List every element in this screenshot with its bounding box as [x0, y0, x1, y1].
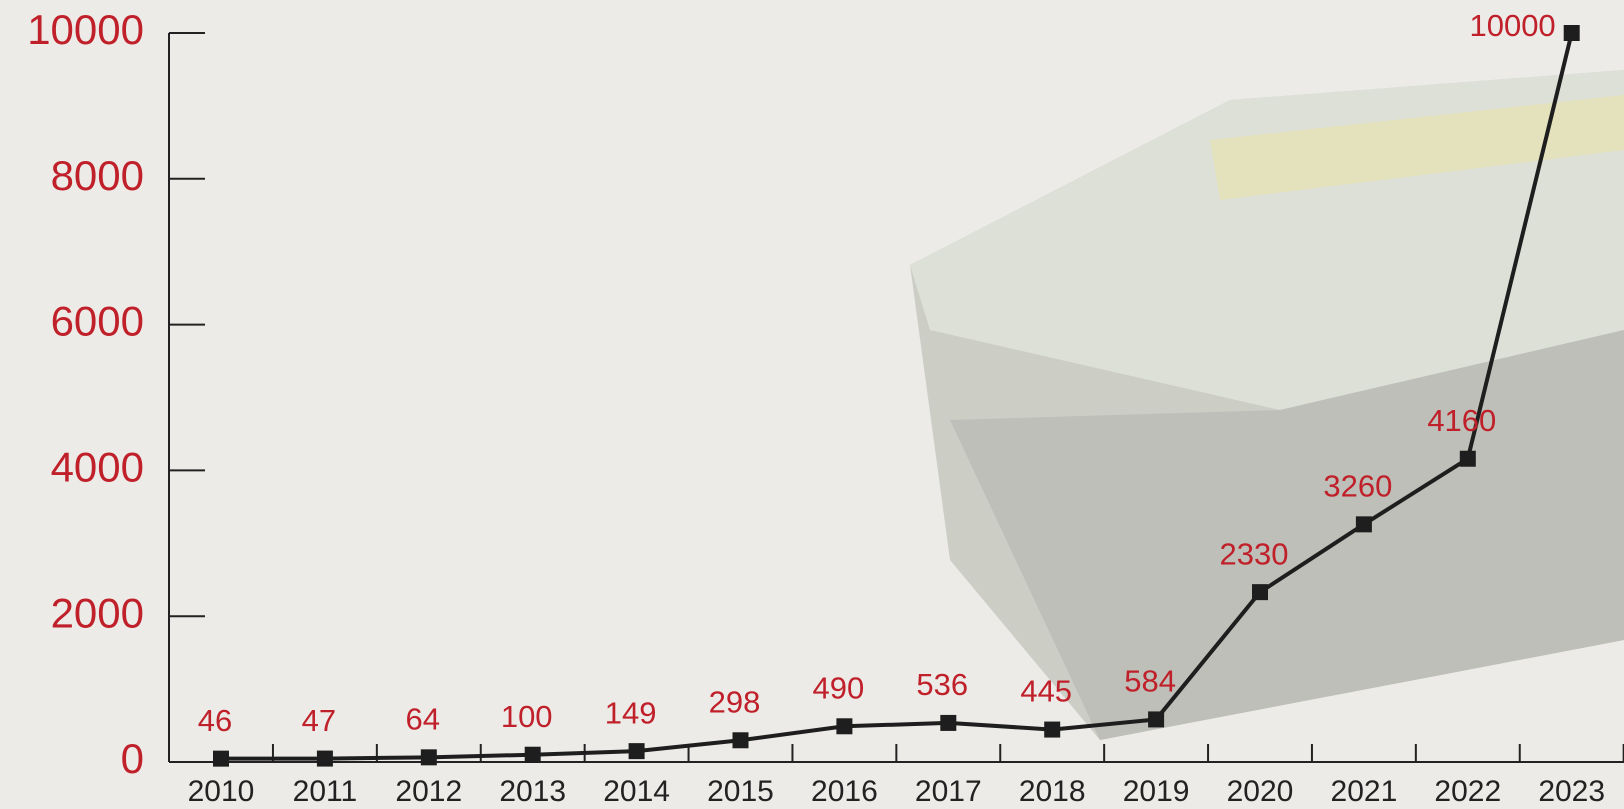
marker — [1460, 451, 1476, 467]
x-tick-label: 2017 — [915, 775, 982, 808]
x-tick-label: 2012 — [395, 775, 462, 808]
data-label: 584 — [1124, 664, 1176, 699]
marker — [1564, 25, 1580, 41]
data-label: 64 — [406, 702, 440, 737]
x-tick-label: 2011 — [293, 775, 358, 808]
data-label: 47 — [302, 703, 336, 738]
data-label: 445 — [1020, 674, 1072, 709]
x-tick-label: 2023 — [1538, 775, 1605, 808]
x-tick-label: 2020 — [1227, 775, 1294, 808]
data-label: 100 — [501, 699, 553, 734]
marker — [525, 747, 541, 763]
marker — [1148, 711, 1164, 727]
y-tick-label: 0 — [121, 735, 144, 782]
x-tick-label: 2018 — [1019, 775, 1086, 808]
x-tick-label: 2016 — [811, 775, 878, 808]
x-tick-label: 2022 — [1434, 775, 1501, 808]
x-tick-label: 2021 — [1331, 775, 1398, 808]
marker — [940, 715, 956, 731]
data-label: 2330 — [1220, 536, 1289, 571]
data-label: 490 — [813, 670, 865, 705]
data-label: 3260 — [1323, 469, 1392, 504]
data-label: 298 — [709, 684, 761, 719]
marker — [213, 751, 229, 767]
marker — [1252, 584, 1268, 600]
x-tick-label: 2013 — [499, 775, 566, 808]
marker — [836, 718, 852, 734]
y-tick-label: 2000 — [51, 589, 144, 636]
money-decoration — [910, 70, 1624, 740]
x-tick-label: 2010 — [188, 775, 255, 808]
data-label: 46 — [198, 703, 232, 738]
x-tick-label: 2015 — [707, 775, 774, 808]
data-label: 536 — [916, 667, 968, 702]
y-tick-label: 8000 — [51, 152, 144, 199]
marker — [629, 743, 645, 759]
data-label: 4160 — [1427, 403, 1496, 438]
x-tick-label: 2014 — [603, 775, 670, 808]
marker — [421, 749, 437, 765]
marker — [1044, 722, 1060, 738]
data-label: 149 — [605, 695, 657, 730]
marker — [1356, 516, 1372, 532]
y-tick-label: 6000 — [51, 298, 144, 345]
chart: 0 2000 4000 6000 8000 10000 2010 2011 2012 2013 20… — [0, 0, 1624, 809]
marker — [733, 732, 749, 748]
x-tick-label: 2019 — [1123, 775, 1190, 808]
y-tick-label: 10000 — [27, 6, 144, 53]
y-tick-label: 4000 — [51, 443, 144, 490]
marker — [317, 751, 333, 767]
data-label: 10000 — [1469, 8, 1555, 43]
